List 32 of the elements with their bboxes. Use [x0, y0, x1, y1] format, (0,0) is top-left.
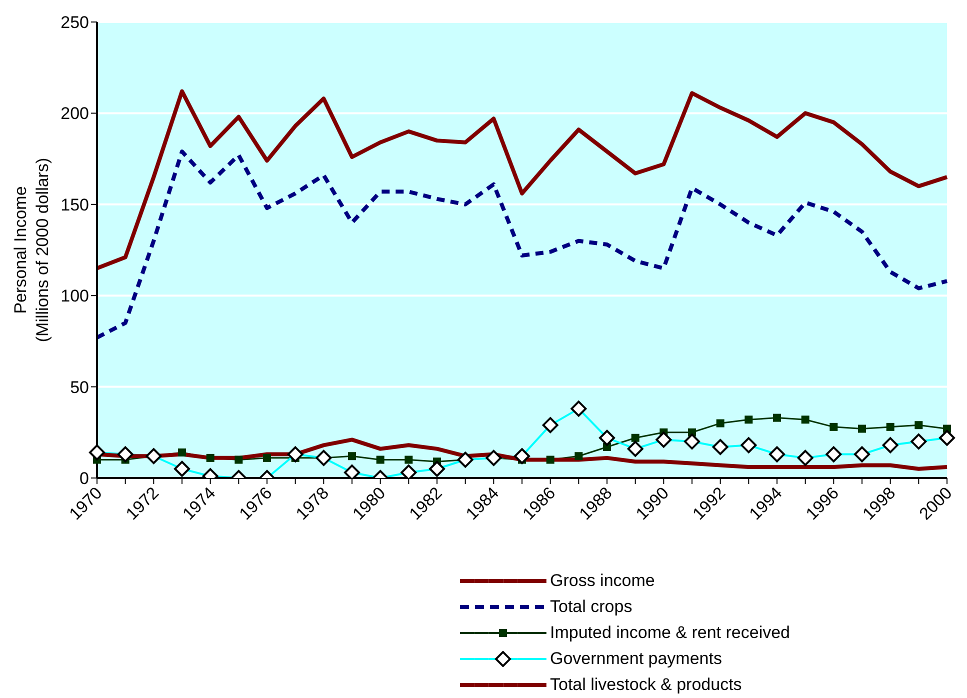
point [263, 454, 271, 462]
y-tick-label: 150 [60, 195, 89, 214]
point [744, 416, 753, 424]
point [773, 414, 781, 422]
point [178, 448, 186, 456]
y-axis-title: Personal Income (Millions of 2000 dollars) [11, 158, 52, 342]
point [404, 456, 413, 464]
line-series [95, 89, 949, 270]
legend-label: Government payments [550, 649, 722, 669]
legend-label: Total livestock & products [550, 675, 742, 695]
point [234, 456, 243, 464]
legend-label: Gross income [550, 571, 655, 591]
point [206, 454, 214, 462]
point [914, 421, 923, 430]
y-tick-label: 50 [70, 378, 89, 397]
line-series [95, 150, 949, 340]
y-tick-label: 200 [60, 104, 89, 124]
point [376, 456, 384, 464]
point [886, 422, 894, 431]
point [348, 452, 356, 460]
point [801, 416, 810, 424]
point [546, 456, 554, 464]
legend-label: Imputed income & rent received [550, 623, 790, 643]
point [716, 419, 724, 428]
y-tick-label: 0 [80, 469, 89, 488]
point [830, 422, 838, 431]
y-tick-label: 100 [60, 286, 89, 306]
y-tick-label: 250 [60, 13, 89, 32]
point [858, 424, 866, 433]
point [631, 434, 640, 442]
point [574, 452, 583, 460]
legend-label: Total crops [550, 597, 632, 617]
